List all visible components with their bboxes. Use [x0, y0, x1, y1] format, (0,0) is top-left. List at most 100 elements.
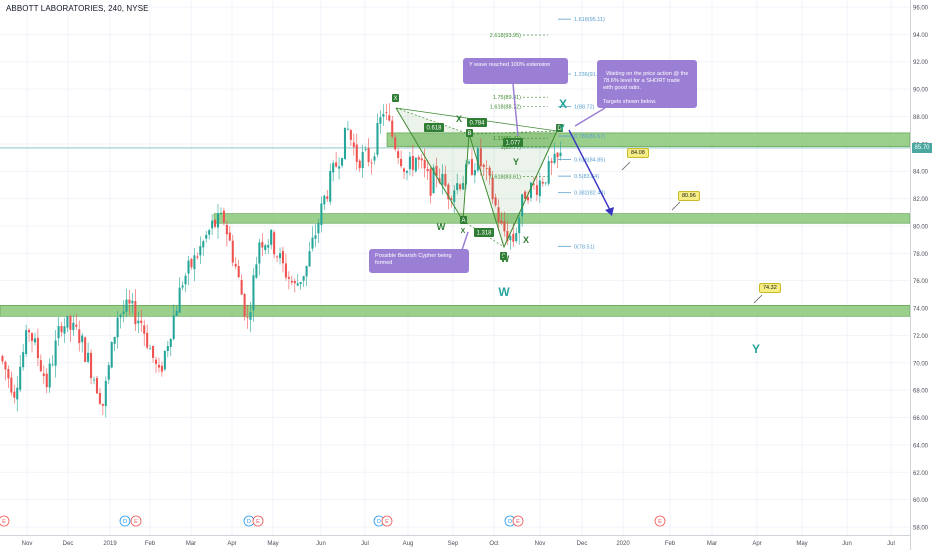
- candle-body: [1, 355, 4, 362]
- x-tick-label: Aug: [403, 541, 414, 547]
- candle-body: [4, 361, 7, 370]
- candle-body: [163, 351, 166, 370]
- candle-body: [470, 159, 473, 175]
- candle-body: [385, 112, 388, 114]
- event-marker-label: E: [134, 519, 138, 525]
- fib-extension-label: 1.13(86.41): [493, 136, 521, 142]
- candle-body: [417, 157, 420, 160]
- candle-body: [57, 326, 60, 339]
- candle-body: [214, 220, 217, 227]
- wave-label: X: [523, 235, 529, 245]
- candle-body: [494, 197, 497, 206]
- candle-body: [95, 378, 98, 394]
- pattern-point-label: D: [557, 126, 562, 132]
- candle-body: [149, 348, 152, 350]
- candle-body: [284, 263, 287, 278]
- candle-body: [423, 159, 426, 169]
- fib-extension-label: 1.618(88.72): [490, 105, 521, 111]
- x-tick-label: Nov: [22, 541, 33, 547]
- candle-body: [36, 337, 39, 359]
- note-pointer: [461, 231, 469, 251]
- y-tick-label: 62.00: [913, 471, 929, 477]
- note-y-wave: Y wave reached 100% extension: [463, 58, 568, 84]
- candle-body: [276, 256, 279, 258]
- candle-body: [394, 137, 397, 150]
- pattern-point-label: X: [393, 96, 397, 102]
- event-marker: [654, 515, 666, 527]
- candle-body: [473, 170, 476, 176]
- candle-body: [488, 167, 491, 176]
- candle-body: [482, 164, 485, 167]
- candle-body: [559, 152, 562, 157]
- candle-body: [500, 220, 503, 224]
- x-tick-label: Feb: [665, 541, 676, 547]
- short-projection-arrow: [568, 129, 613, 215]
- candle-body: [326, 196, 329, 199]
- price-axis[interactable]: 96.0094.0092.0090.0088.0086.0084.0082.00…: [913, 6, 929, 532]
- candle-body: [19, 366, 22, 390]
- candle-body: [388, 115, 391, 121]
- candle-body: [329, 170, 332, 202]
- candle-body: [237, 266, 240, 278]
- candle-body: [373, 156, 376, 161]
- candle-body: [13, 391, 16, 398]
- event-marker-label: E: [516, 519, 520, 525]
- fib-retracement-label: 0.5(83.64): [574, 174, 599, 180]
- event-marker-label: D: [123, 519, 127, 525]
- candle-body: [107, 365, 110, 380]
- x-tick-label: Jul: [361, 541, 369, 547]
- candle-body: [178, 287, 181, 313]
- candle-body: [529, 182, 533, 198]
- target-tag-3: 74.32: [759, 283, 781, 293]
- candle-body: [459, 184, 462, 190]
- x-tick-label: Dec: [63, 541, 74, 547]
- target-pointer: [621, 161, 631, 171]
- candle-body: [370, 162, 373, 164]
- y-tick-label: 92.00: [913, 60, 929, 66]
- candle-body: [81, 335, 84, 343]
- y-tick-label: 84.00: [913, 170, 929, 176]
- fib-extension-label: 1.75(89.41): [493, 95, 521, 101]
- note-cypher: Possible Bearish Cypher being formed: [369, 249, 469, 273]
- candle-body: [249, 312, 252, 320]
- candle-body: [287, 276, 290, 279]
- candle-body: [491, 178, 494, 200]
- time-axis[interactable]: Nov Dec 2019 Feb Mar Apr May Jun Jul Aug Sep Oct Nov…: [22, 541, 895, 547]
- wave-label: X: [456, 114, 462, 124]
- wave-label: W: [498, 285, 510, 299]
- candle-body: [485, 168, 488, 170]
- pattern-xb: [395, 107, 470, 135]
- y-tick-label: 80.00: [913, 224, 929, 230]
- candle-body: [479, 148, 482, 167]
- candle-body: [293, 280, 296, 284]
- candle-body: [261, 241, 264, 248]
- candle-body: [51, 364, 54, 366]
- candle-body: [172, 315, 175, 340]
- candle-body: [216, 213, 220, 228]
- candle-body: [143, 325, 146, 334]
- candle-body: [308, 251, 311, 267]
- candle-body: [33, 338, 36, 343]
- target-tag-2: 80.96: [678, 191, 700, 201]
- candle-body: [146, 332, 149, 348]
- candle-body: [154, 359, 158, 364]
- candle-body: [72, 322, 75, 331]
- candle-body: [196, 256, 199, 258]
- candle-body: [225, 224, 228, 235]
- candle-body: [101, 403, 104, 406]
- candle-body: [524, 191, 527, 199]
- x-tick-label: May: [267, 541, 278, 547]
- pattern-ratio-box: [424, 123, 444, 132]
- candle-body: [252, 275, 255, 311]
- wave-label: Y: [752, 342, 760, 356]
- candle-body: [22, 352, 25, 368]
- candle-body: [317, 223, 320, 234]
- target-pointer: [671, 201, 681, 211]
- pattern-ratio-box: [467, 118, 487, 127]
- candle-body: [550, 161, 553, 163]
- y-tick-label: 90.00: [913, 88, 929, 94]
- y-tick-label: 60.00: [913, 498, 929, 504]
- candle-body: [175, 310, 178, 316]
